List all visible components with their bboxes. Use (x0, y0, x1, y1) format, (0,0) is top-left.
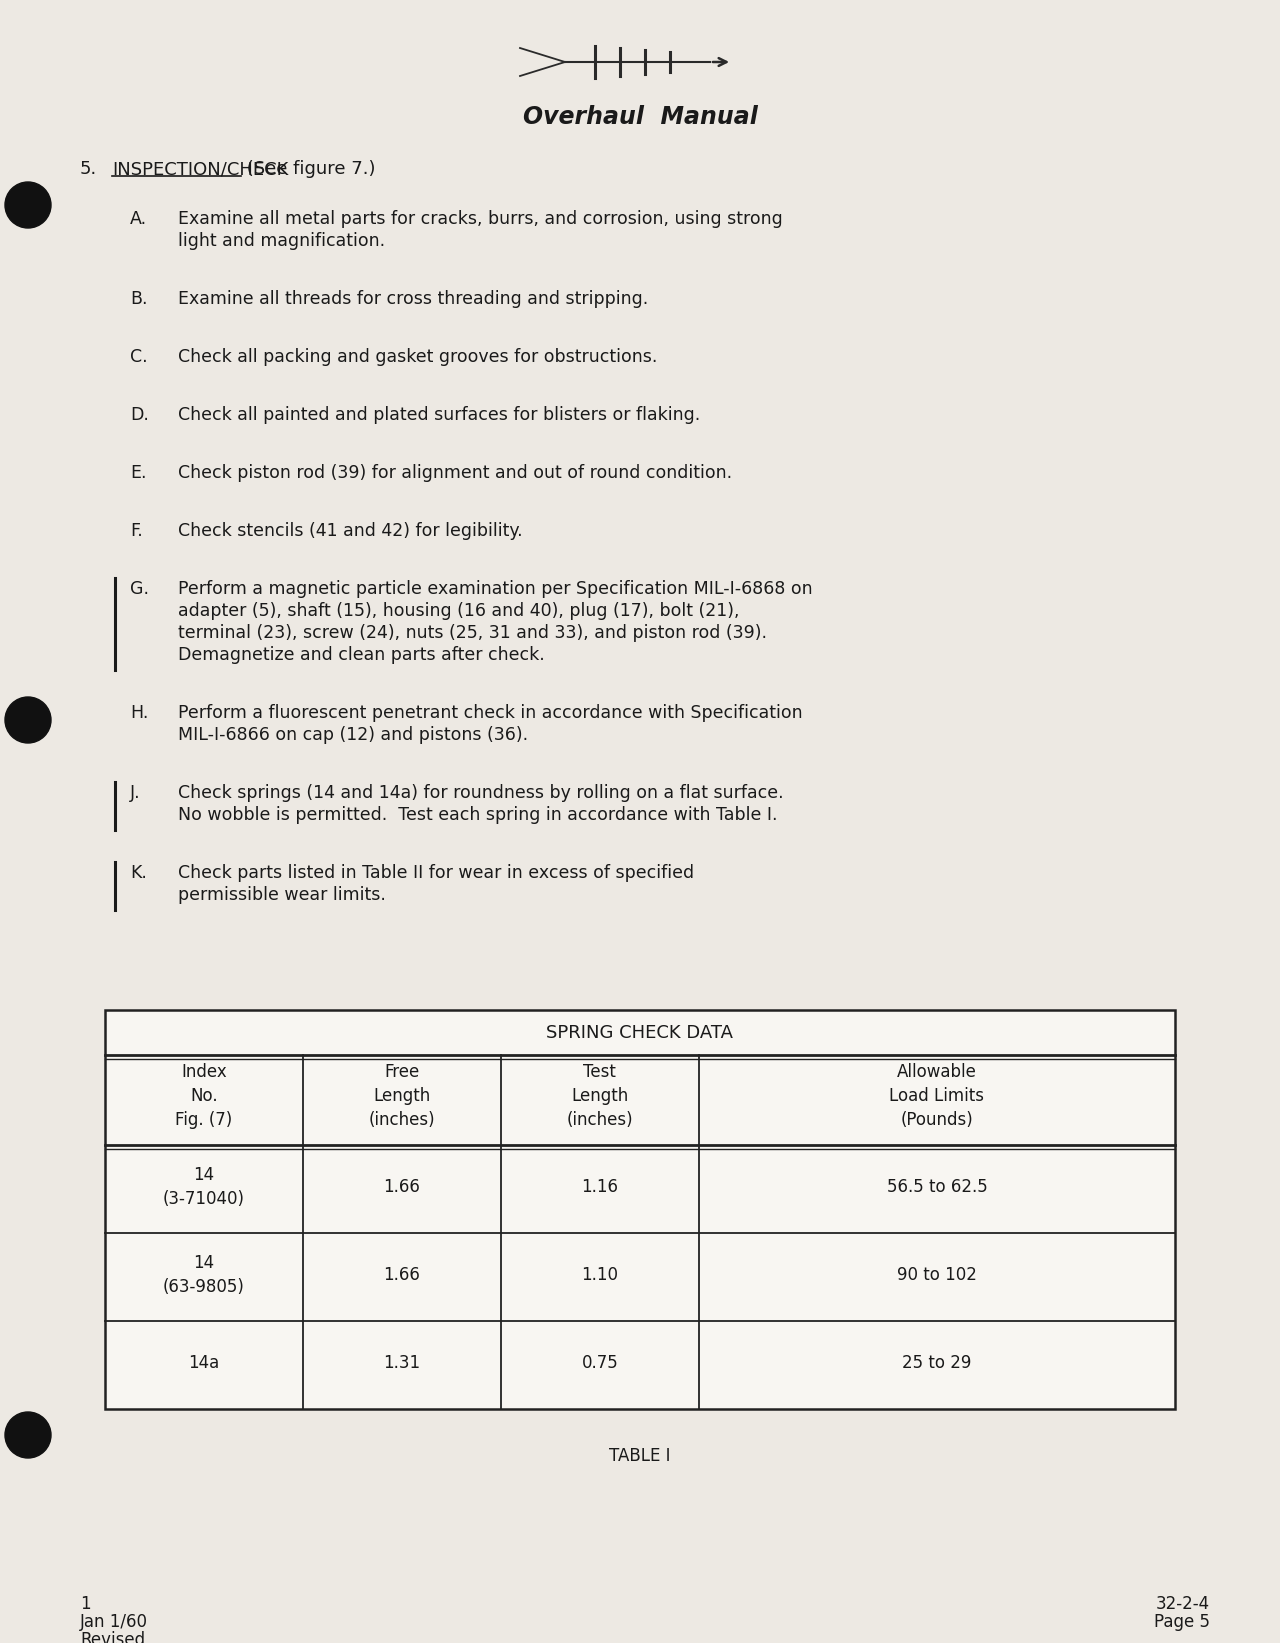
Text: 5.: 5. (79, 159, 97, 177)
Text: Examine all threads for cross threading and stripping.: Examine all threads for cross threading … (178, 291, 648, 307)
Text: TABLE I: TABLE I (609, 1447, 671, 1466)
Text: Allowable
Load Limits
(Pounds): Allowable Load Limits (Pounds) (890, 1063, 984, 1129)
Text: Check all packing and gasket grooves for obstructions.: Check all packing and gasket grooves for… (178, 348, 658, 366)
Text: Page 5: Page 5 (1155, 1613, 1210, 1631)
Text: B.: B. (131, 291, 147, 307)
Text: G.: G. (131, 580, 148, 598)
Bar (105, 1010, 1175, 1410)
Text: 56.5 to 62.5: 56.5 to 62.5 (887, 1178, 987, 1196)
Text: 14
(63-9805): 14 (63-9805) (163, 1254, 244, 1296)
Text: Check piston rod (39) for alignment and out of round condition.: Check piston rod (39) for alignment and … (178, 463, 732, 481)
Text: Check springs (14 and 14a) for roundness by rolling on a flat surface.: Check springs (14 and 14a) for roundness… (178, 784, 783, 802)
Text: No wobble is permitted.  Test each spring in accordance with Table I.: No wobble is permitted. Test each spring… (178, 807, 777, 825)
Text: 90 to 102: 90 to 102 (897, 1267, 977, 1283)
Text: 1.10: 1.10 (581, 1267, 618, 1283)
Text: INSPECTION/CHECK: INSPECTION/CHECK (113, 159, 288, 177)
Text: light and magnification.: light and magnification. (178, 232, 385, 250)
Text: 25 to 29: 25 to 29 (902, 1354, 972, 1372)
Text: 1: 1 (79, 1595, 91, 1613)
Text: K.: K. (131, 864, 147, 882)
Text: Check parts listed in Table II for wear in excess of specified: Check parts listed in Table II for wear … (178, 864, 694, 882)
Circle shape (5, 697, 51, 743)
Text: Index
No.
Fig. (7): Index No. Fig. (7) (175, 1063, 233, 1129)
Text: 1.31: 1.31 (384, 1354, 421, 1372)
Text: Jan 1/60: Jan 1/60 (79, 1613, 148, 1631)
Text: 14a: 14a (188, 1354, 220, 1372)
Text: 1.16: 1.16 (581, 1178, 618, 1196)
Text: Revised: Revised (79, 1631, 145, 1643)
Text: 14
(3-71040): 14 (3-71040) (163, 1167, 244, 1208)
Text: Perform a magnetic particle examination per Specification MIL-I-6868 on: Perform a magnetic particle examination … (178, 580, 813, 598)
Text: Check stencils (41 and 42) for legibility.: Check stencils (41 and 42) for legibilit… (178, 522, 522, 541)
Text: C.: C. (131, 348, 147, 366)
Text: 32-2-4: 32-2-4 (1156, 1595, 1210, 1613)
Text: SPRING CHECK DATA: SPRING CHECK DATA (547, 1024, 733, 1042)
Text: D.: D. (131, 406, 148, 424)
Text: Overhaul  Manual: Overhaul Manual (522, 105, 758, 130)
Text: J.: J. (131, 784, 141, 802)
Text: 1.66: 1.66 (384, 1178, 420, 1196)
Text: Check all painted and plated surfaces for blisters or flaking.: Check all painted and plated surfaces fo… (178, 406, 700, 424)
Text: permissible wear limits.: permissible wear limits. (178, 886, 385, 904)
Circle shape (5, 182, 51, 228)
Text: Perform a fluorescent penetrant check in accordance with Specification: Perform a fluorescent penetrant check in… (178, 703, 803, 721)
Text: terminal (23), screw (24), nuts (25, 31 and 33), and piston rod (39).: terminal (23), screw (24), nuts (25, 31 … (178, 624, 767, 642)
Text: A.: A. (131, 210, 147, 228)
Text: Examine all metal parts for cracks, burrs, and corrosion, using strong: Examine all metal parts for cracks, burr… (178, 210, 783, 228)
Text: 0.75: 0.75 (581, 1354, 618, 1372)
Text: Free
Length
(inches): Free Length (inches) (369, 1063, 435, 1129)
Text: (See figure 7.): (See figure 7.) (241, 159, 375, 177)
Text: Test
Length
(inches): Test Length (inches) (567, 1063, 634, 1129)
Text: adapter (5), shaft (15), housing (16 and 40), plug (17), bolt (21),: adapter (5), shaft (15), housing (16 and… (178, 601, 740, 619)
Text: H.: H. (131, 703, 148, 721)
Text: MIL-I-6866 on cap (12) and pistons (36).: MIL-I-6866 on cap (12) and pistons (36). (178, 726, 529, 744)
Text: E.: E. (131, 463, 146, 481)
Text: Demagnetize and clean parts after check.: Demagnetize and clean parts after check. (178, 646, 545, 664)
Circle shape (5, 1411, 51, 1457)
Text: F.: F. (131, 522, 143, 541)
Text: 1.66: 1.66 (384, 1267, 420, 1283)
